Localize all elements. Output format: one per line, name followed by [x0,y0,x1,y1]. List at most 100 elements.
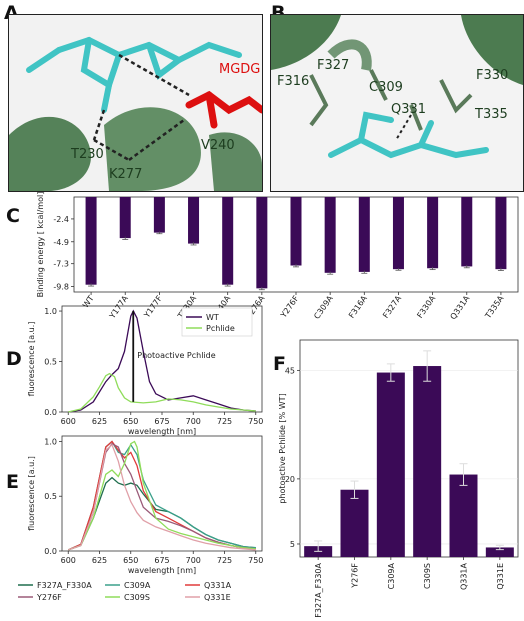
label-mgdg: MGDG [219,62,260,77]
chartD-xtick-label: 750 [248,417,263,426]
chartD-xtick-label: 700 [186,417,201,426]
chart-e-legend-label: Y276F [36,593,62,602]
chart-c-ytick-label: -9.8 [53,283,69,292]
chart-f-ytick-label: 20 [285,475,295,484]
chart-f-bar [376,372,405,557]
label-q331: Q331 [391,102,426,117]
chart-f-xtick-label: Y276F [351,563,360,589]
chart-c-bar [358,197,370,272]
chart-c-bar [290,197,302,266]
chart-c-bar [222,197,234,285]
chart-f-frame [299,339,519,558]
chart-e-legend-label: Q331E [204,593,231,602]
chart-c-ylabel: Binding energy [ kcal/mol] [36,192,45,298]
chart-c-bar [85,197,97,285]
chart-c-xtick-label: C309A [312,294,335,321]
chartD-xtick-label: 650 [123,417,138,426]
chart-c-binding-energy: -2.4 -4.9 -7.3 -9.8 Binding energy [ kcal/mo… [36,192,519,322]
chartE-xtick-label: 650 [123,556,138,565]
chart-c-xtick-label: Y276F [278,294,300,321]
panel-letter-e: E [6,471,19,493]
chartD-xtick-label: 725 [217,417,232,426]
chart-f-ytick-label: 5 [290,540,295,549]
chartD-series-line [68,309,256,413]
chart-f-xtick-label: C309A [387,562,396,589]
label-c309: C309 [369,80,403,95]
chart-c-ytick-label: -4.9 [53,238,69,247]
chart-f-xtick-label: Q331E [496,563,505,590]
chart-d-legend-label: Pchlide [206,324,235,333]
chart-c-bar [256,197,268,289]
chart-f-xtick-label: Q331A [460,562,469,590]
chart-f-ylabel: photoactive Pchlide [% WT] [278,393,287,503]
chart-c-xtick-label: Y177F [142,294,164,321]
chart-c-xtick-label: WT [81,294,96,310]
chart-c-xtick-label: Q331A [449,294,472,322]
label-f316: F316 [277,74,309,89]
chartE-xtick-label: 675 [154,556,169,565]
panel-b-structure-image: F327 F316 C309 F330 Q331 T335 [270,14,524,192]
chart-c-xtick-label: T335A [483,294,506,321]
chart-d-legend [181,307,253,337]
chart-e-legend-label: C309A [124,581,151,590]
chartD-series-line [68,372,256,413]
chart-c-xtick-label: F327A [381,294,403,320]
panel-b-structure-illustration: F327 F316 C309 F330 Q331 T335 [271,15,523,191]
chart-c-bar [461,197,473,267]
chart-c-xtick-label: Y177A [107,294,130,321]
chart-c-xtick-label: F330A [415,294,437,320]
chart-f-ytick-label: 45 [285,366,295,375]
chart-c-bar [119,197,131,239]
chart-d-legend-label: WT [206,313,219,322]
chartD-xtick-label: 600 [61,417,76,426]
label-v240: V240 [201,138,235,153]
chart-e-legend-label: Q331A [204,581,232,590]
chartE-xlabel: wavelength [nm] [128,566,196,575]
chart-c-bar [427,197,439,269]
chartD-ytick-label: 0.0 [44,408,57,417]
chart-f-xtick-label: C309S [423,563,432,589]
chart-e-legend-label: F327A_F330A [37,581,92,590]
chart-f-xtick-label: F327A_F330A [314,562,323,617]
chartE-xtick-label: 750 [248,556,263,565]
chartE-xtick-label: 700 [186,556,201,565]
label-t335: T335 [474,107,508,122]
chartE-ytick-label: 0.0 [44,547,57,556]
chartD-xlabel: wavelength [nm] [128,427,196,436]
chart-c-bar [153,197,165,233]
chart-f-bar [340,489,369,557]
panel-a-structure-image: MGDG V240 T230 K277 [8,14,263,192]
chart-e-legend-label: C309S [124,593,150,602]
chartE-series-line [68,476,256,551]
chart-c-xtick-label: F316A [347,294,369,320]
chart-c-ytick-label: -2.4 [53,215,69,224]
chart-f-bar [449,474,478,557]
label-t230: T230 [70,147,104,162]
label-f330: F330 [476,68,508,83]
label-f327: F327 [317,58,349,73]
chart-e-fluorescence: 600 625 650 675 700 725 750 0.0 0.5 1.0 wavelength… [18,435,263,602]
chartD-ytick-label: 0.5 [44,358,57,367]
chart-d-fluorescence: 600 625 650 675 700 725 750 0.0 0.5 1.0 wavelength… [27,305,263,436]
chart-c-bar [188,197,200,244]
chartE-xtick-label: 625 [92,556,107,565]
chart-c-bar [495,197,507,270]
chartE-frame [61,435,263,552]
panel-a-structure-illustration: MGDG V240 T230 K277 [9,15,262,191]
chart-f-bar [413,366,442,557]
chartE-ytick-label: 0.5 [44,492,57,501]
chartE-series-line [68,443,256,551]
chart-c-bar [392,197,404,270]
chart-d-annotation-label: Photoactive Pchlide [137,351,215,360]
chartD-xtick-label: 625 [92,417,107,426]
chart-c-bar [324,197,336,273]
chartE-xtick-label: 725 [217,556,232,565]
chartE-ylabel: fluorescence [a.u.] [27,456,36,531]
label-k277: K277 [109,167,142,182]
chartD-ylabel: fluorescence [a.u.] [27,322,36,397]
chartE-ytick-label: 1.0 [44,437,57,446]
panel-letter-d: D [6,348,22,370]
chartD-xtick-label: 675 [154,417,169,426]
chart-c-ytick-label: -7.3 [53,260,69,269]
